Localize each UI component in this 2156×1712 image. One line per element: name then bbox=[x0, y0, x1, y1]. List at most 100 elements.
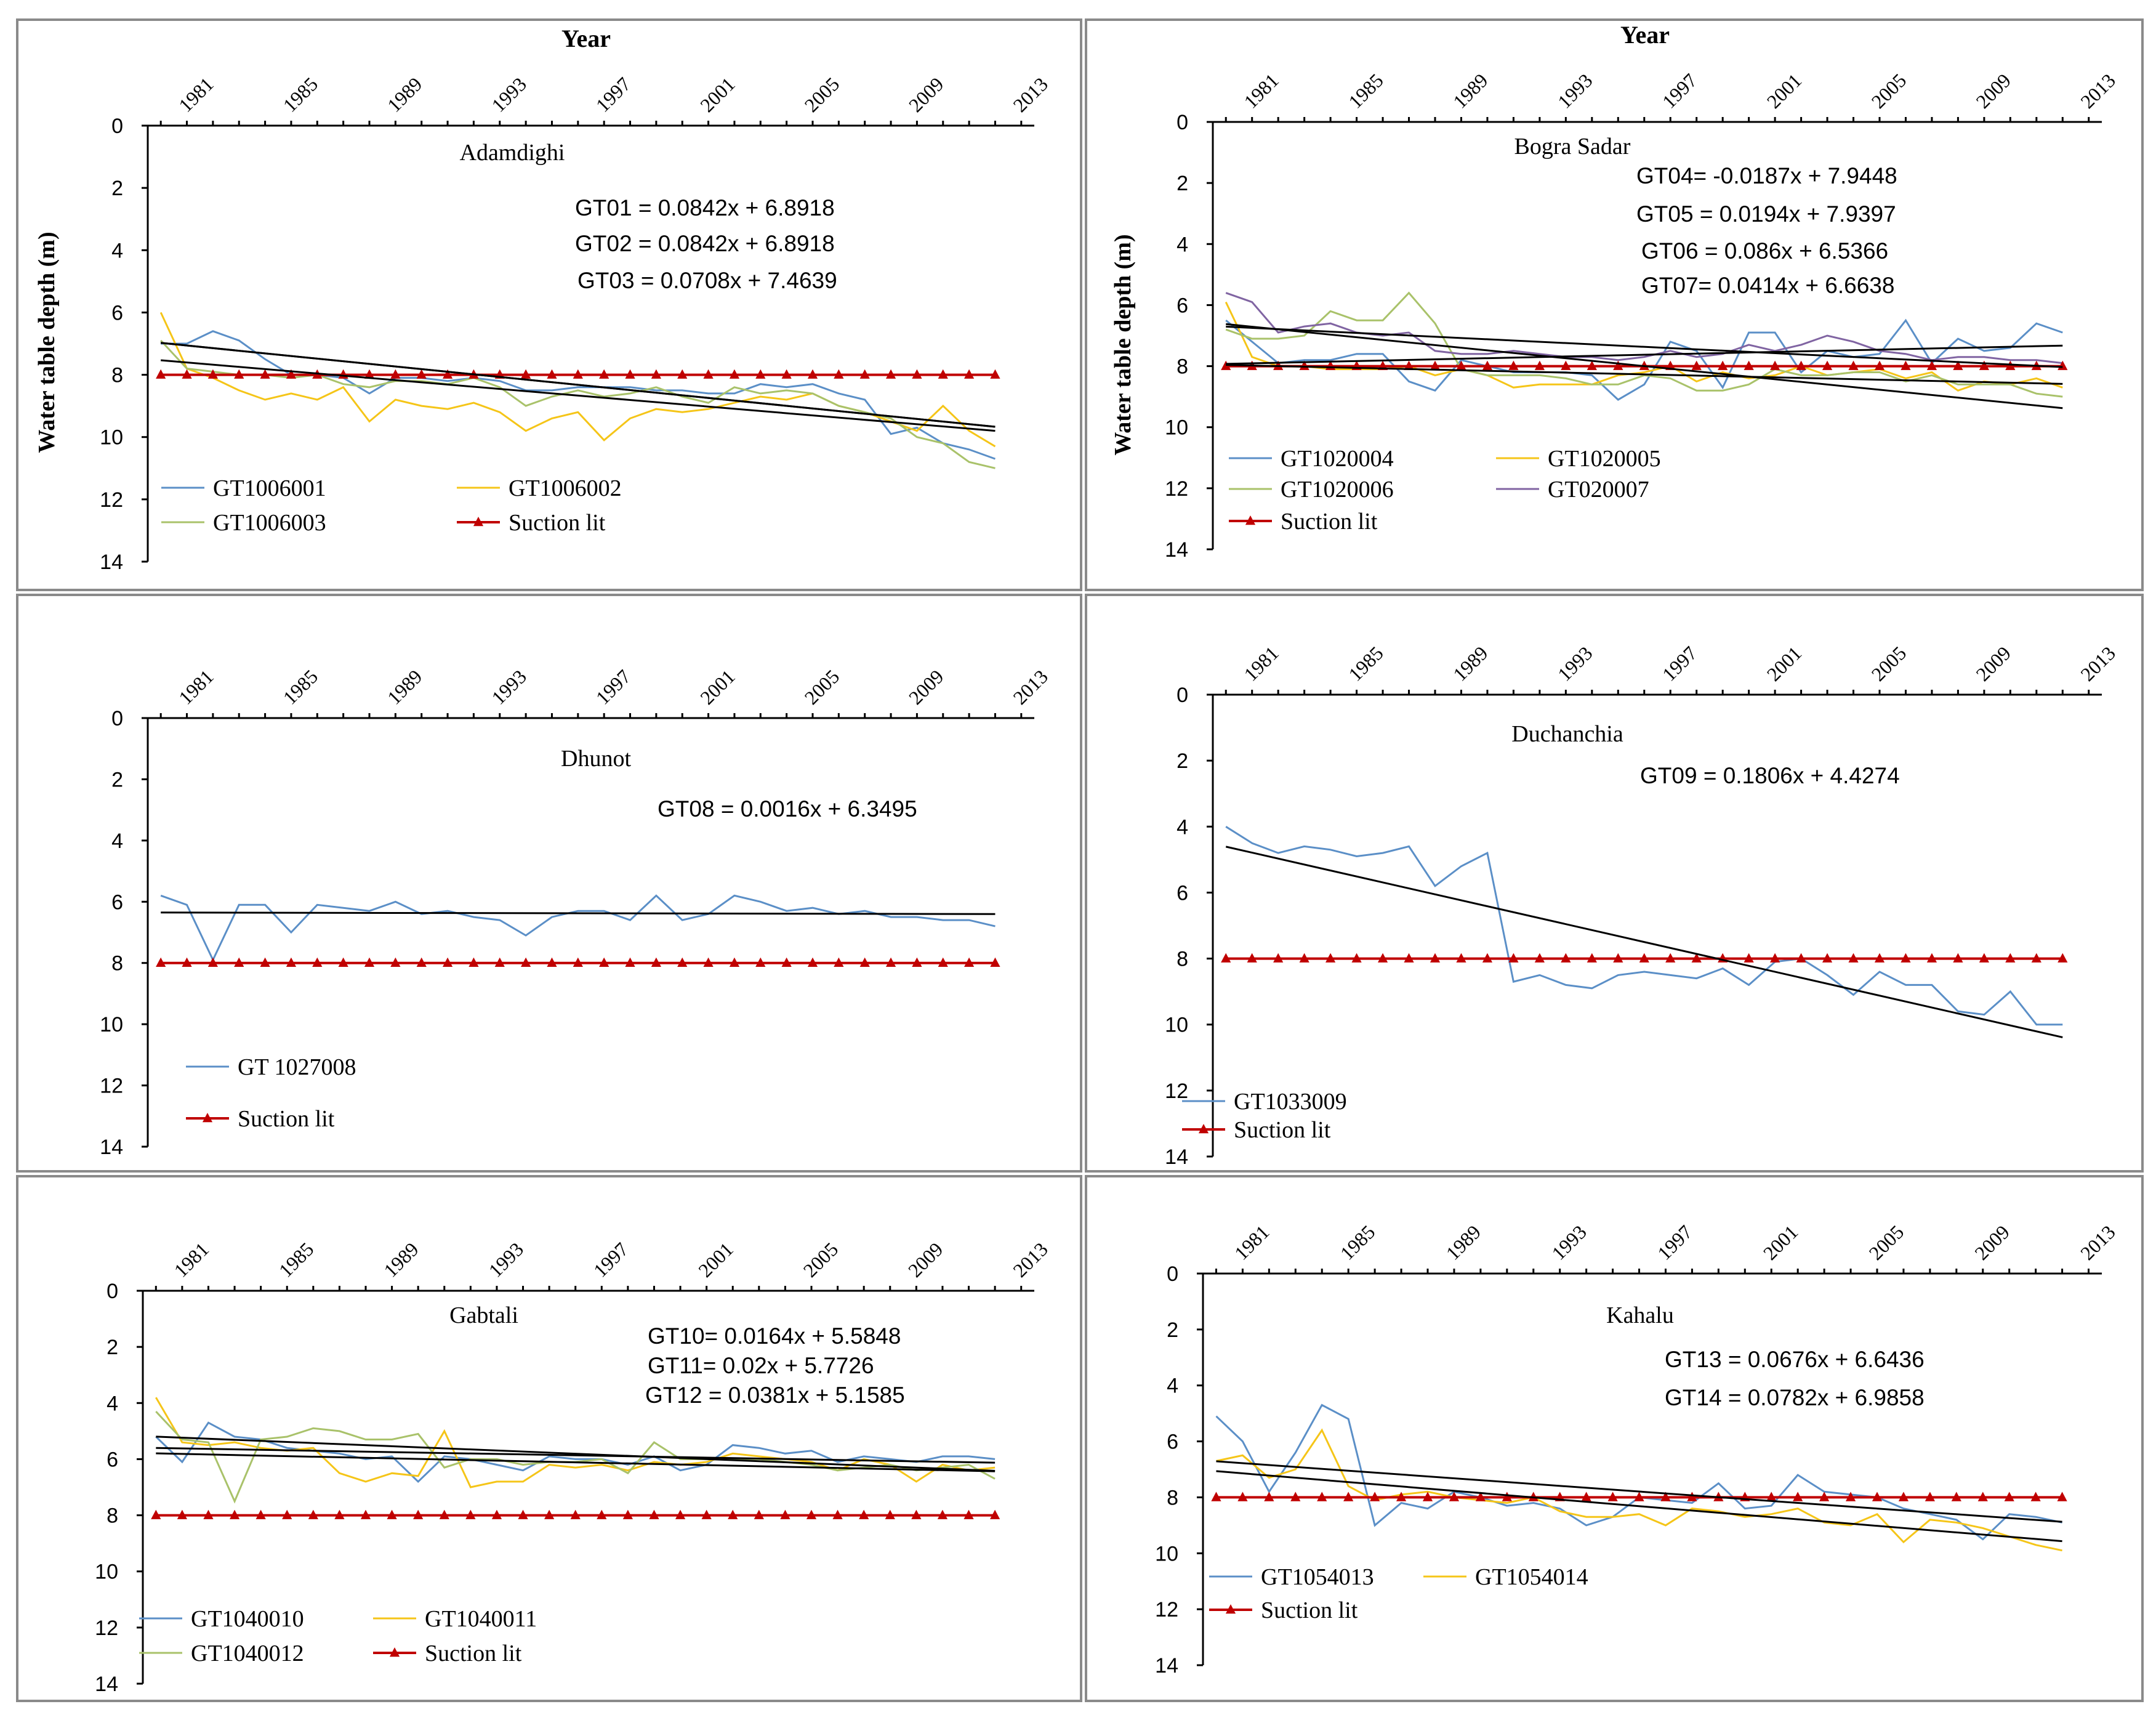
y-tick-label: 12 bbox=[100, 488, 123, 512]
suction-marker bbox=[625, 369, 635, 379]
trendline bbox=[1226, 364, 2063, 385]
chart-title: Dhunot bbox=[561, 746, 631, 772]
suction-marker bbox=[1901, 360, 1911, 370]
suction-marker bbox=[832, 1509, 843, 1519]
y-tick-label: 14 bbox=[100, 1136, 123, 1159]
suction-marker bbox=[677, 957, 688, 967]
suction-marker bbox=[675, 1509, 686, 1519]
suction-marker bbox=[308, 1509, 318, 1519]
suction-marker bbox=[2005, 953, 2016, 963]
suction-marker bbox=[1237, 1492, 1248, 1501]
suction-marker bbox=[1534, 953, 1545, 963]
legend-label: GT1020005 bbox=[1548, 446, 1661, 472]
trendline-equation: GT01 = 0.0842x + 6.8918 bbox=[575, 195, 835, 220]
legend-label: Suction lit bbox=[1234, 1117, 1331, 1143]
suction-marker bbox=[1396, 1492, 1407, 1501]
suction-marker bbox=[182, 369, 192, 379]
legend-label: GT1054014 bbox=[1475, 1564, 1588, 1590]
legend-marker bbox=[1198, 1124, 1209, 1134]
suction-marker bbox=[1744, 953, 1754, 963]
suction-marker bbox=[1607, 1492, 1618, 1501]
suction-marker bbox=[625, 957, 635, 967]
suction-marker bbox=[1848, 953, 1859, 963]
legend-label: Suction lit bbox=[425, 1641, 522, 1666]
suction-marker bbox=[1613, 360, 1623, 370]
panel-frame-adamdighi bbox=[16, 18, 1082, 591]
y-tick-label: 10 bbox=[100, 1013, 123, 1036]
suction-marker bbox=[286, 369, 297, 379]
trendline-equation: GT14 = 0.0782x + 6.9858 bbox=[1665, 1385, 1925, 1410]
y-tick-label: 12 bbox=[1165, 477, 1188, 501]
suction-marker bbox=[312, 957, 323, 967]
suction-marker bbox=[573, 957, 583, 967]
trendline bbox=[156, 1435, 996, 1472]
trendline bbox=[156, 1447, 996, 1464]
y-tick-label: 2 bbox=[1167, 1318, 1178, 1342]
legend-label: Suction lit bbox=[509, 510, 606, 536]
suction-marker bbox=[1508, 953, 1519, 963]
y-tick-label: 12 bbox=[95, 1617, 118, 1640]
legend-label: GT1033009 bbox=[1234, 1089, 1347, 1115]
trendline-equation: GT10= 0.0164x + 5.5848 bbox=[648, 1323, 901, 1349]
suction-marker bbox=[1343, 1492, 1354, 1501]
suction-marker bbox=[156, 369, 166, 379]
suction-marker bbox=[937, 1509, 948, 1519]
suction-marker bbox=[442, 957, 453, 967]
suction-marker bbox=[390, 369, 401, 379]
chart-title: Duchanchia bbox=[1511, 721, 1623, 747]
suction-marker bbox=[1430, 953, 1441, 963]
y-tick-label: 10 bbox=[1165, 1014, 1188, 1037]
series-line-gt-1027008 bbox=[160, 894, 996, 963]
trendline bbox=[1216, 1470, 2062, 1543]
legend-label: GT1040011 bbox=[425, 1606, 537, 1632]
suction-marker bbox=[807, 957, 818, 967]
y-tick-label: 6 bbox=[1167, 1431, 1178, 1454]
suction-marker bbox=[207, 369, 218, 379]
suction-marker bbox=[859, 369, 870, 379]
y-tick-label: 8 bbox=[1177, 355, 1188, 379]
suction-marker bbox=[677, 369, 688, 379]
suction-marker bbox=[1796, 953, 1806, 963]
suction-marker bbox=[729, 369, 740, 379]
suction-marker bbox=[518, 1509, 528, 1519]
y-tick-label: 2 bbox=[107, 1336, 118, 1359]
y-tick-label: 4 bbox=[1177, 233, 1188, 256]
y-tick-label: 4 bbox=[1167, 1375, 1178, 1398]
suction-marker bbox=[234, 957, 244, 967]
suction-marker bbox=[703, 957, 714, 967]
y-tick-label: 4 bbox=[107, 1392, 118, 1415]
suction-marker bbox=[1482, 953, 1493, 963]
suction-marker bbox=[964, 369, 975, 379]
suction-marker bbox=[1718, 360, 1728, 370]
suction-marker bbox=[1581, 1492, 1591, 1501]
suction-marker bbox=[1211, 1492, 1221, 1501]
suction-marker bbox=[599, 369, 609, 379]
suction-marker bbox=[1456, 953, 1466, 963]
suction-marker bbox=[1508, 360, 1519, 370]
y-tick-label: 14 bbox=[95, 1673, 118, 1696]
suction-marker bbox=[439, 1509, 449, 1519]
trendline-equation: GT11= 0.02x + 5.7726 bbox=[648, 1353, 874, 1378]
suction-marker bbox=[494, 957, 505, 967]
suction-marker bbox=[1449, 1492, 1460, 1501]
suction-marker bbox=[416, 369, 427, 379]
suction-marker bbox=[1925, 1492, 1935, 1501]
suction-marker bbox=[1422, 1492, 1433, 1501]
y-axis-title: Water table depth (m) bbox=[34, 232, 60, 453]
suction-marker bbox=[781, 957, 792, 967]
suction-marker bbox=[912, 369, 922, 379]
suction-marker bbox=[2057, 953, 2068, 963]
suction-marker bbox=[1561, 360, 1571, 370]
y-tick-label: 14 bbox=[1155, 1654, 1178, 1678]
panel-frame-bogra-sadar bbox=[1085, 18, 2144, 591]
y-tick-label: 12 bbox=[100, 1075, 123, 1098]
suction-marker bbox=[2057, 1492, 2067, 1501]
y-tick-label: 6 bbox=[107, 1448, 118, 1471]
suction-marker bbox=[573, 369, 583, 379]
suction-marker bbox=[1634, 1492, 1644, 1501]
suction-marker bbox=[1430, 360, 1441, 370]
y-tick-label: 2 bbox=[111, 768, 123, 791]
trendline bbox=[1216, 1460, 2062, 1523]
suction-marker bbox=[203, 1509, 214, 1519]
